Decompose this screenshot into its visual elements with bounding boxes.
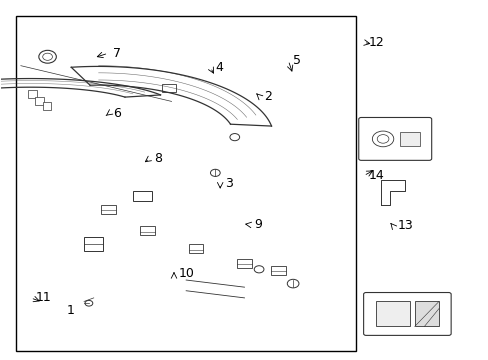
Text: 11: 11 [35,291,51,305]
Bar [140,226,154,235]
Bar [28,90,37,98]
FancyBboxPatch shape [358,117,431,160]
Text: 10: 10 [179,267,194,280]
Text: 5: 5 [292,54,301,67]
Bar [84,237,103,251]
Bar [271,266,285,275]
Text: 1: 1 [67,304,75,317]
Bar [237,258,251,267]
Text: 14: 14 [368,169,384,182]
Bar [16,16,356,351]
Text: 2: 2 [264,90,271,103]
Bar [101,205,116,214]
Circle shape [382,185,387,189]
Bar [42,103,51,111]
Text: 12: 12 [368,36,384,49]
Text: 6: 6 [113,107,121,120]
Bar [414,301,438,327]
Bar [188,244,203,253]
Bar [35,97,44,105]
Text: 13: 13 [397,219,412,232]
Bar [399,132,419,146]
Text: 9: 9 [254,218,262,231]
Text: 4: 4 [215,61,223,74]
FancyBboxPatch shape [363,293,450,336]
Text: 8: 8 [154,152,162,165]
Polygon shape [380,180,404,205]
Bar [132,191,152,202]
Bar [375,301,409,327]
Text: 3: 3 [224,177,232,190]
Bar [162,84,176,93]
Text: 7: 7 [113,47,121,60]
